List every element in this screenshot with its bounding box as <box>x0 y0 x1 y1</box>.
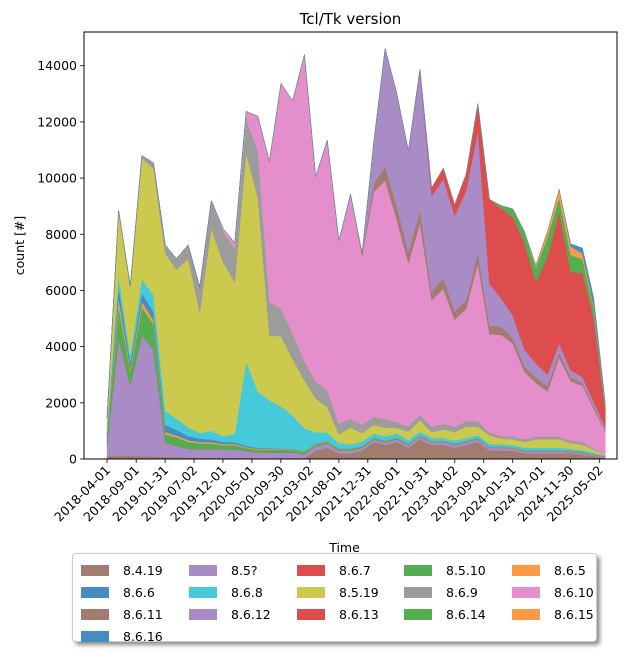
legend-swatch <box>297 564 325 576</box>
legend-label: 8.6.9 <box>446 584 478 600</box>
legend-label: 8.6.11 <box>123 606 163 622</box>
legend-item-8-5-10: 8.5.10 <box>404 562 486 578</box>
y-tick-label: 2000 <box>45 395 77 410</box>
x-axis: 2018-04-012018-09-012019-01-312019-07-02… <box>51 459 606 524</box>
legend-swatch <box>297 608 325 620</box>
legend-label: 8.6.7 <box>339 562 371 578</box>
legend-swatch <box>404 608 432 620</box>
legend-item-8-6-11: 8.6.11 <box>81 606 163 622</box>
x-axis-label: Time <box>328 540 360 555</box>
legend-swatch <box>404 564 432 576</box>
legend-swatch <box>81 630 109 642</box>
legend-swatch <box>189 564 217 576</box>
legend-swatch <box>404 586 432 598</box>
y-tick-label: 10000 <box>37 171 77 186</box>
legend-swatch <box>512 564 540 576</box>
y-axis-label: count [#] <box>12 216 27 275</box>
y-tick-label: 12000 <box>37 114 77 129</box>
legend-item-8-6-16: 8.6.16 <box>81 628 163 644</box>
legend-label: 8.6.12 <box>231 606 271 622</box>
legend-label: 8.6.6 <box>123 584 155 600</box>
legend-item-8-6-8: 8.6.8 <box>189 584 263 600</box>
legend-label: 8.4.19 <box>123 562 163 578</box>
legend-label: 8.6.15 <box>554 606 594 622</box>
y-tick-label: 0 <box>69 452 77 467</box>
legend-item-8-5: 8.5? <box>189 562 258 578</box>
legend-item-8-6-12: 8.6.12 <box>189 606 271 622</box>
y-tick-label: 6000 <box>45 283 77 298</box>
y-axis: 0 2000 4000 6000 8000 10000 12000 14000 <box>37 58 84 467</box>
legend-item-8-6-9: 8.6.9 <box>404 584 478 600</box>
legend-item-8-6-14: 8.6.14 <box>404 606 486 622</box>
legend-swatch <box>297 586 325 598</box>
y-tick-label: 4000 <box>45 339 77 354</box>
legend-swatch <box>189 608 217 620</box>
legend-label: 8.6.13 <box>339 606 379 622</box>
legend-swatch <box>81 608 109 620</box>
legend-swatch <box>512 608 540 620</box>
chart-title: Tcl/Tk version <box>299 10 402 28</box>
legend-item-8-6-13: 8.6.13 <box>297 606 379 622</box>
legend-swatch <box>81 586 109 598</box>
y-tick-label: 14000 <box>37 58 77 73</box>
legend-swatch <box>189 586 217 598</box>
stacked-area-layers <box>106 48 606 460</box>
legend-label: 8.5.10 <box>446 562 486 578</box>
legend-label: 8.6.5 <box>554 562 586 578</box>
legend-label: 8.6.8 <box>231 584 263 600</box>
plot-frame <box>83 31 618 460</box>
legend-item-8-6-6: 8.6.6 <box>81 584 155 600</box>
legend-item-8-6-15: 8.6.15 <box>512 606 594 622</box>
legend-item-8-5-19: 8.5.19 <box>297 584 379 600</box>
y-tick-label: 8000 <box>45 227 77 242</box>
legend-item-8-6-5: 8.6.5 <box>512 562 586 578</box>
legend-swatch <box>81 564 109 576</box>
chart-legend: 8.4.19 8.5? 8.6.7 8.5.10 8.6.5 8.6.6 8.6.8 8.5.… <box>72 553 597 644</box>
legend-label: 8.5.19 <box>339 584 379 600</box>
legend-label: 8.6.16 <box>123 628 163 644</box>
legend-item-8-6-10: 8.6.10 <box>512 584 594 600</box>
legend-label: 8.6.14 <box>446 606 486 622</box>
legend-label: 8.5? <box>231 562 258 578</box>
legend-item-8-4-19: 8.4.19 <box>81 562 163 578</box>
area-series-8-6-16 <box>106 48 606 419</box>
legend-swatch <box>512 586 540 598</box>
legend-item-8-6-7: 8.6.7 <box>297 562 371 578</box>
legend-label: 8.6.10 <box>554 584 594 600</box>
